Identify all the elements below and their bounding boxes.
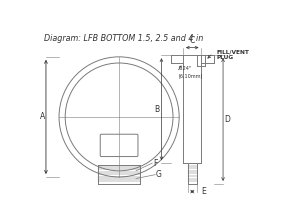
Text: B: B [154,105,159,114]
Text: D: D [225,115,231,124]
Text: Diagram: LFB BOTTOM 1.5, 2.5 and 4 in: Diagram: LFB BOTTOM 1.5, 2.5 and 4 in [44,34,204,43]
Text: E: E [202,187,206,196]
Text: G: G [156,170,162,179]
Text: FILL/VENT
PLUG: FILL/VENT PLUG [217,49,250,60]
Text: 0.24": 0.24" [178,66,191,71]
Text: F: F [153,159,158,168]
Text: A: A [40,112,45,121]
Text: C: C [190,36,195,44]
Text: [6.10mm]: [6.10mm] [178,74,203,79]
